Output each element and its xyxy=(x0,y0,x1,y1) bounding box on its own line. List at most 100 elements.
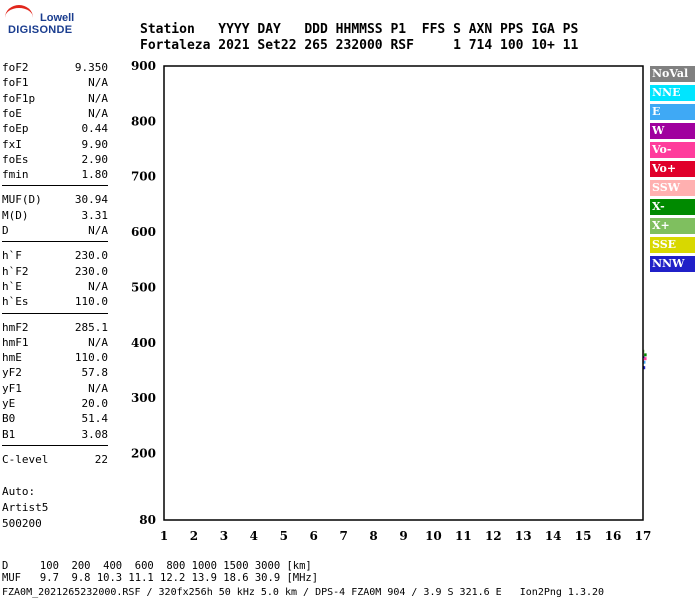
auto-artist: Artist5 xyxy=(2,501,49,514)
footer-muf-row: MUF 9.7 9.8 10.3 11.1 12.2 13.9 18.6 30.… xyxy=(2,572,319,584)
spread-f-point xyxy=(642,360,646,364)
x-tick-label: 13 xyxy=(515,529,532,543)
x-tick-label: 5 xyxy=(280,529,288,543)
legend-item-vo: Vo+ xyxy=(650,161,695,177)
param-key: h`E xyxy=(2,279,22,293)
y-tick-label: 500 xyxy=(131,280,156,294)
legend-item-vo: Vo- xyxy=(650,142,695,158)
auto-code: 500200 xyxy=(2,517,42,530)
param-key: M(D) xyxy=(2,208,29,222)
x-tick-label: 16 xyxy=(605,529,622,543)
param-separator xyxy=(2,312,108,314)
footer-d-row: D 100 200 400 600 800 1000 1500 3000 [km… xyxy=(2,560,312,572)
chart-axes: 1 2 3 4 5 6 7 8 9 10 11 12 13 14 15 16 17802003004005006… xyxy=(131,59,651,543)
param-value: 110.0 xyxy=(74,295,108,309)
spread-f-point xyxy=(642,366,646,370)
param-value: N/A xyxy=(88,381,108,395)
param-key: MUF(D) xyxy=(2,193,42,207)
param-value: N/A xyxy=(88,335,108,349)
param-key: foE xyxy=(2,106,22,120)
param-key: hmF2 xyxy=(2,320,29,334)
param-value: 9.350 xyxy=(74,61,108,74)
auto-label: Auto: xyxy=(2,485,36,498)
spread-f-point xyxy=(644,353,647,357)
param-key: h`F xyxy=(2,249,22,263)
x-tick-label: 12 xyxy=(485,529,502,543)
param-key: h`Es xyxy=(2,295,29,309)
param-key: yE xyxy=(2,397,16,410)
param-key: h`F2 xyxy=(2,264,29,278)
plot-frame xyxy=(163,65,644,521)
y-tick-label: 600 xyxy=(131,225,156,239)
param-key: foF1 xyxy=(2,76,29,90)
param-value: 9.90 xyxy=(81,137,109,151)
param-key: foEp xyxy=(2,122,29,136)
param-key: yF1 xyxy=(2,381,22,395)
y-tick-label: 900 xyxy=(131,59,156,73)
x-tick-label: 15 xyxy=(575,529,592,543)
param-key: yF2 xyxy=(2,366,22,380)
legend-item-e: E xyxy=(650,104,695,120)
param-separator xyxy=(2,444,108,446)
legend-item-w: W xyxy=(650,123,695,139)
y-tick-label: 400 xyxy=(131,336,156,350)
param-value: N/A xyxy=(88,91,108,105)
param-value: N/A xyxy=(88,279,108,293)
logo-brand: Lowell xyxy=(40,12,75,24)
param-value: 2.90 xyxy=(81,152,109,166)
param-value: 30.94 xyxy=(74,193,108,207)
x-tick-label: 4 xyxy=(250,529,258,543)
legend-item-noval: NoVal xyxy=(650,66,695,82)
legend-item-nne: NNE xyxy=(650,85,695,101)
param-value: N/A xyxy=(88,76,108,90)
param-value: 3.31 xyxy=(81,208,109,222)
param-key: C-level xyxy=(2,452,49,466)
param-separator xyxy=(2,185,108,187)
x-tick-label: 17 xyxy=(635,529,652,543)
x-tick-label: 7 xyxy=(339,529,347,543)
param-value: 230.0 xyxy=(74,264,108,278)
logo-product: DIGISONDE xyxy=(8,24,73,36)
param-separator xyxy=(2,241,108,243)
param-key: foEs xyxy=(2,152,29,166)
header-row-labels: Station YYYY DAY DDD HHMMSS P1 FFS S AXN… xyxy=(140,22,579,37)
legend-item-x: X- xyxy=(650,199,695,215)
param-key: fmin xyxy=(2,168,29,182)
y-tick-label: 800 xyxy=(131,114,156,128)
legend-item-sse: SSE xyxy=(650,237,695,253)
legend-item-ssw: SSW xyxy=(650,180,695,196)
x-tick-label: 9 xyxy=(399,529,407,543)
param-value: 57.8 xyxy=(81,366,109,380)
x-tick-label: 6 xyxy=(310,529,318,543)
param-value: 230.0 xyxy=(74,249,108,263)
x-tick-label: 8 xyxy=(369,529,377,543)
param-value: N/A xyxy=(88,224,108,237)
digisonde-logo-arc xyxy=(5,5,33,30)
x-tick-label: 2 xyxy=(190,529,198,543)
param-key: D xyxy=(2,224,9,237)
x-tick-label: 11 xyxy=(455,529,472,543)
param-value: N/A xyxy=(88,106,108,120)
y-tick-label: 700 xyxy=(131,170,156,184)
param-key: hmE xyxy=(2,351,22,365)
param-value: 285.1 xyxy=(74,320,108,334)
y-tick-label: 200 xyxy=(131,447,156,461)
param-key: fxI xyxy=(2,137,22,151)
param-key: B1 xyxy=(2,427,16,441)
param-value: 3.08 xyxy=(81,427,109,441)
param-key: foF2 xyxy=(2,61,29,74)
param-value: 20.0 xyxy=(81,397,109,410)
x-tick-label: 3 xyxy=(220,529,228,543)
x-tick-label: 1 xyxy=(160,529,168,543)
x-tick-label: 14 xyxy=(545,529,562,543)
param-key: B0 xyxy=(2,412,16,426)
param-value: 0.44 xyxy=(81,122,109,136)
y-tick-label: 300 xyxy=(131,391,156,405)
param-value: 51.4 xyxy=(81,412,109,426)
footer-info: FZA0M_2021265232000.RSF / 320fx256h 50 k… xyxy=(2,587,605,598)
param-key: foF1p xyxy=(2,91,36,105)
legend-item-x: X+ xyxy=(650,218,695,234)
header-row-values: Fortaleza 2021 Set22 265 232000 RSF 1 71… xyxy=(140,38,579,53)
spread-f-point xyxy=(643,357,647,361)
